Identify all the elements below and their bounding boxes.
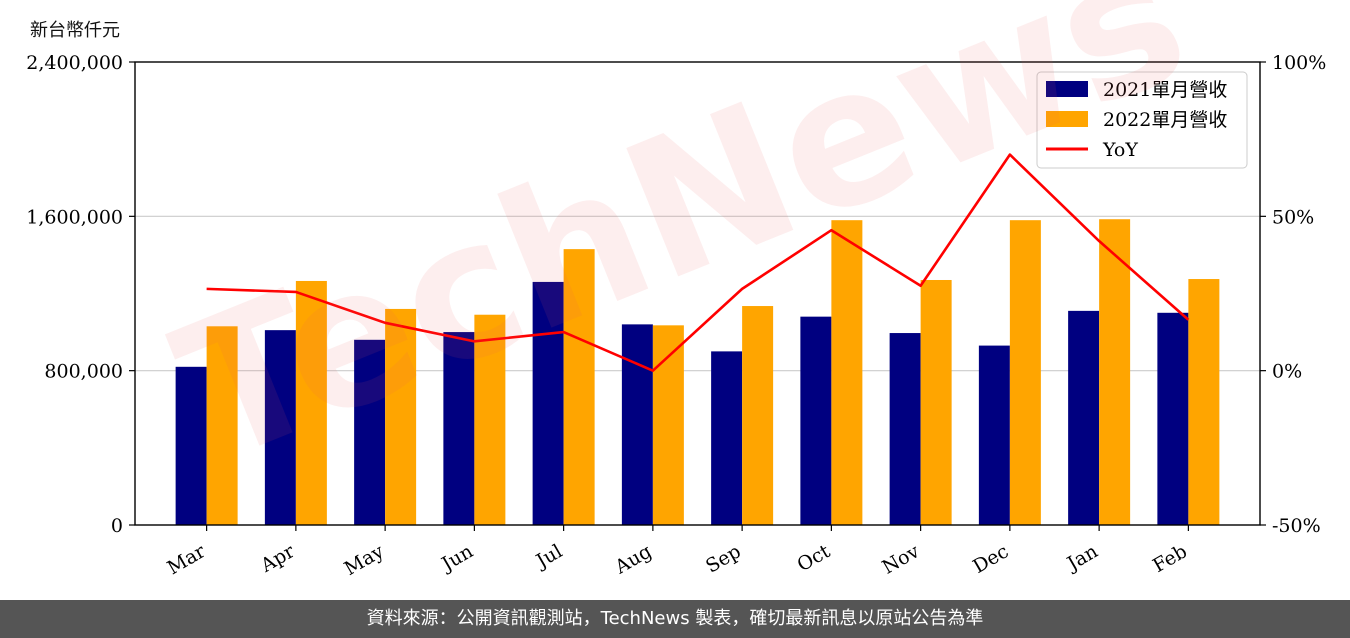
x-tick-label: Sep xyxy=(702,540,745,577)
bar-2022-apr xyxy=(295,280,327,525)
bar-2021-aug xyxy=(621,324,653,525)
x-tick-label: Jan xyxy=(1062,540,1102,576)
bars xyxy=(175,219,1220,526)
y-left-tick-label: 0 xyxy=(111,515,123,537)
bar-2021-jul xyxy=(532,281,564,525)
x-tick-label: Apr xyxy=(256,540,299,577)
bar-2021-oct xyxy=(800,316,832,525)
x-tick-label: Dec xyxy=(969,540,1012,578)
y-right-tick-label: -50% xyxy=(1272,515,1321,537)
y-right-tick-label: 50% xyxy=(1272,206,1314,228)
bar-2022-oct xyxy=(831,220,863,526)
bar-2022-aug xyxy=(652,325,684,525)
legend: 2021單月營收 2022單月營收 YoY xyxy=(1036,71,1248,169)
y-right-tick-label: 100% xyxy=(1272,52,1326,74)
legend-2021-swatch xyxy=(1046,81,1088,97)
x-tick-label: Oct xyxy=(794,540,835,576)
bar-2021-jun xyxy=(443,332,475,525)
y-left-tick-label: 800,000 xyxy=(44,361,123,383)
legend-2021-label: 2021單月營收 xyxy=(1103,79,1227,101)
x-tick-label: Feb xyxy=(1149,540,1191,577)
bar-2022-nov xyxy=(920,279,952,525)
legend-2022-label: 2022單月營收 xyxy=(1103,109,1227,131)
legend-2022-swatch xyxy=(1046,111,1088,127)
x-tick-label: Jul xyxy=(531,540,566,573)
x-tick-label: Mar xyxy=(164,540,210,579)
bar-2021-apr xyxy=(264,330,296,525)
x-tick-label: Nov xyxy=(879,540,924,579)
chart: 0 800,000 1,600,000 2,400,000 -50% 0% 50% 100% M… xyxy=(26,52,1326,580)
bar-2022-jan xyxy=(1099,219,1131,525)
bar-2021-nov xyxy=(889,333,921,525)
bar-2022-jul xyxy=(563,249,595,526)
source-footer: 資料來源：公開資訊觀測站，TechNews 製表，確切最新訊息以原站公告為準 xyxy=(0,600,1350,638)
bar-2021-dec xyxy=(978,345,1010,525)
legend-yoy-label: YoY xyxy=(1102,139,1138,161)
plot-frame xyxy=(134,61,1261,526)
yoy-line-layer xyxy=(206,153,1190,372)
y-left-tick-label: 1,600,000 xyxy=(26,206,123,228)
bar-2022-feb xyxy=(1188,279,1220,525)
bar-2022-sep xyxy=(742,306,774,525)
bar-2021-sep xyxy=(711,351,743,525)
bar-2021-feb xyxy=(1157,312,1189,525)
legend-box xyxy=(1036,71,1248,169)
y-right-tick-label: 0% xyxy=(1272,361,1302,383)
yoy-line xyxy=(206,153,1190,372)
bar-2022-jun xyxy=(474,314,506,525)
y-axis-unit-label: 新台幣仟元 xyxy=(30,20,120,41)
y-left-tick-label: 2,400,000 xyxy=(26,52,123,74)
bar-2021-mar xyxy=(175,366,207,525)
bar-2021-jan xyxy=(1068,310,1100,525)
bar-2021-may xyxy=(354,339,386,525)
x-tick-label: Aug xyxy=(610,540,655,579)
x-tick-label: May xyxy=(341,540,388,580)
x-tick-label: Jun xyxy=(436,540,477,576)
axes xyxy=(129,61,1266,531)
bar-2022-may xyxy=(385,308,417,525)
bar-2022-dec xyxy=(1009,220,1041,526)
bar-2022-mar xyxy=(206,326,238,525)
